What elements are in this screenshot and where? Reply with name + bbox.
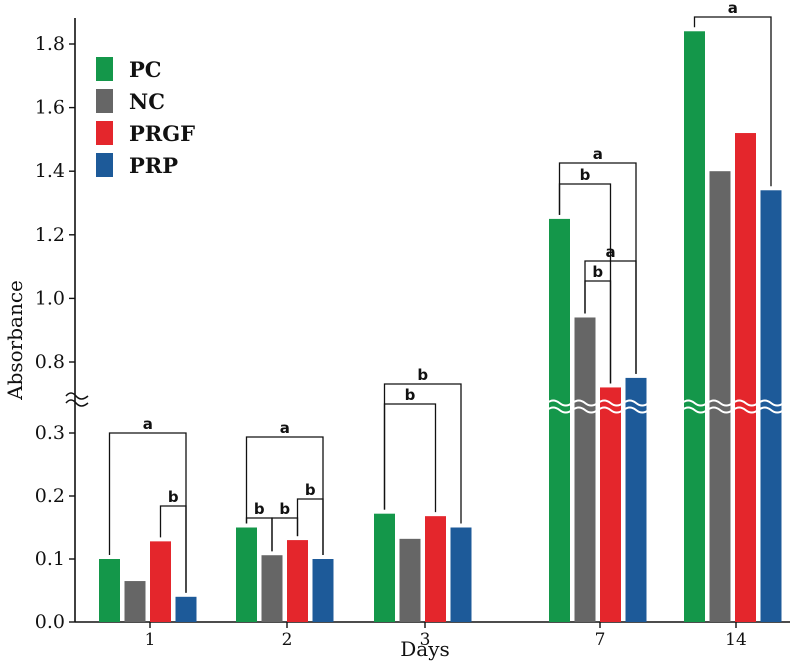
significance-label: a	[593, 145, 603, 163]
bar-pc-day-14	[684, 31, 705, 622]
legend-label-nc: NC	[129, 89, 165, 114]
bar-prp-day-1	[175, 596, 197, 622]
bar-break-mark	[571, 406, 599, 414]
significance-label: b	[279, 500, 290, 518]
significance-bracket	[584, 280, 612, 384]
significance-label: b	[405, 386, 416, 404]
x-axis-title: Days	[400, 637, 450, 661]
legend-label-prp: PRP	[129, 153, 178, 178]
significance-label: b	[254, 500, 265, 518]
bar-prgf-day-1	[150, 541, 171, 622]
significance-bracket	[693, 16, 772, 187]
bar-break-mark	[681, 399, 708, 407]
significance-bracket	[108, 432, 187, 593]
bar-pc-day-1	[99, 559, 120, 622]
axis-break-mark	[65, 399, 89, 407]
bar-nc-day-3	[399, 538, 421, 622]
y-axis-title: Absorbance	[3, 280, 27, 401]
significance-label: b	[580, 166, 591, 184]
significance-label: b	[592, 263, 603, 281]
axis-break-mark	[65, 392, 89, 400]
x-tick-label: 2	[282, 630, 293, 650]
significance-label: b	[417, 366, 428, 384]
bar-prp-day-2	[312, 559, 334, 622]
significance-label: a	[605, 243, 615, 261]
bar-break-mark	[571, 399, 599, 407]
significance-bracket	[159, 505, 187, 593]
bar-break-mark	[546, 399, 573, 407]
bar-prgf-day-2	[287, 540, 308, 622]
bar-break-mark	[757, 406, 785, 414]
bar-break-mark	[706, 406, 734, 414]
legend-swatch-prp	[96, 153, 113, 177]
x-tick-label: 1	[145, 630, 156, 650]
bar-pc-day-3	[374, 513, 395, 622]
bar-break-mark	[597, 406, 624, 414]
bar-nc-day-14	[709, 171, 731, 622]
bar-break-mark	[622, 406, 650, 414]
y-tick-label: 1.2	[35, 224, 65, 246]
significance-bracket	[383, 403, 437, 513]
significance-label: a	[143, 415, 153, 433]
bar-pc-day-7	[549, 218, 570, 622]
legend-swatch-prgf	[96, 121, 113, 145]
bar-break-mark	[706, 399, 734, 407]
bar-break-mark	[622, 399, 650, 407]
y-tick-label: 1.4	[35, 160, 65, 182]
y-tick-label: 0.8	[35, 351, 65, 373]
legend-label-pc: PC	[129, 57, 162, 82]
bar-nc-day-7	[574, 317, 596, 622]
x-tick-label: 7	[595, 630, 606, 650]
bar-prp-day-14	[760, 190, 782, 622]
significance-label: a	[280, 419, 290, 437]
bar-prgf-day-14	[735, 133, 756, 623]
y-tick-label: 0.2	[35, 485, 65, 507]
significance-bracket	[296, 498, 324, 555]
y-tick-label: 1.6	[35, 97, 65, 119]
x-tick-label: 14	[725, 630, 747, 650]
y-tick-label: 1.0	[35, 287, 65, 309]
y-tick-label: 0.0	[35, 611, 65, 633]
x-tick-label: 3	[420, 630, 431, 650]
bar-break-mark	[597, 399, 624, 407]
y-tick-label: 0.1	[35, 548, 65, 570]
y-tick-label: 1.8	[35, 33, 65, 55]
bar-prp-day-7	[625, 377, 647, 622]
legend-swatch-pc	[96, 57, 113, 81]
bar-nc-day-1	[124, 581, 146, 622]
bar-prgf-day-3	[425, 516, 446, 622]
bar-break-mark	[546, 406, 573, 414]
bar-prgf-day-7	[600, 387, 621, 622]
bar-prp-day-3	[450, 527, 472, 622]
bar-break-mark	[681, 406, 708, 414]
bar-pc-day-2	[236, 527, 257, 622]
significance-bracket	[245, 436, 324, 555]
legend-label-prgf: PRGF	[129, 121, 195, 146]
significance-label: b	[305, 481, 316, 499]
significance-label: b	[168, 488, 179, 506]
bar-break-mark	[757, 399, 785, 407]
bar-break-mark	[732, 399, 759, 407]
significance-label: a	[728, 0, 738, 17]
bar-nc-day-2	[261, 555, 283, 622]
legend-swatch-nc	[96, 89, 113, 113]
bar-break-mark	[732, 406, 759, 414]
y-tick-label: 0.3	[35, 422, 65, 444]
